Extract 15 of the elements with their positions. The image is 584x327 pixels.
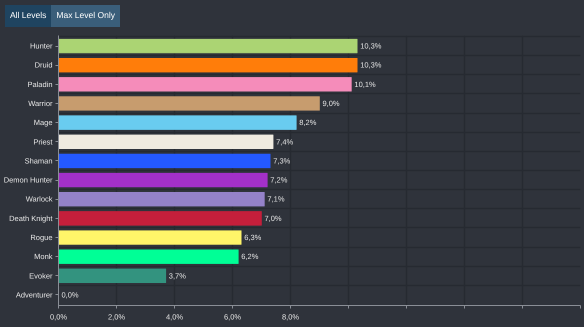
bar (58, 268, 166, 284)
bar (58, 115, 297, 130)
bar (58, 134, 274, 149)
bar (58, 58, 358, 72)
bar (58, 38, 358, 54)
text: Max Level Only (56, 9, 115, 22)
bar (58, 230, 242, 245)
bar (58, 172, 268, 188)
bar (58, 211, 262, 226)
text: All Levels (10, 9, 46, 22)
bar (58, 249, 239, 264)
bar (58, 154, 270, 168)
bar (58, 192, 265, 206)
bar (58, 77, 352, 92)
bar (58, 96, 320, 111)
